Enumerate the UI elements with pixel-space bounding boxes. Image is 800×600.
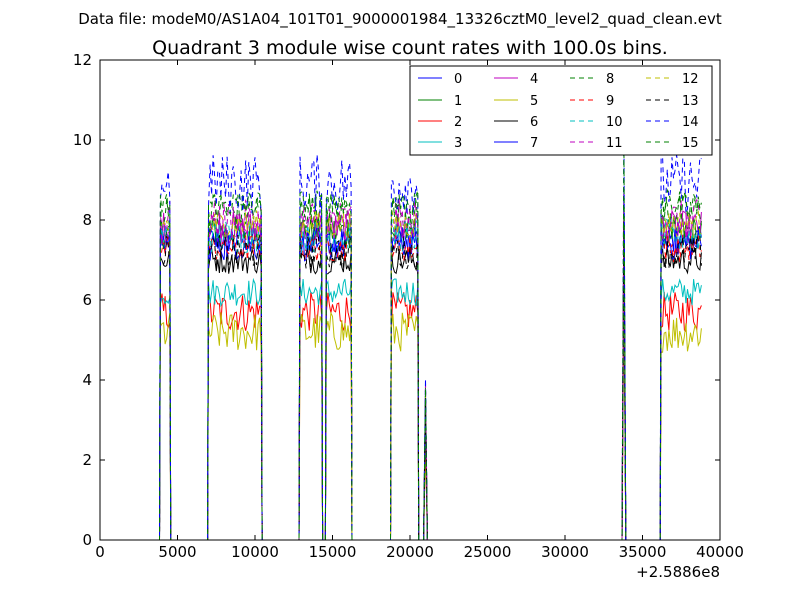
legend-label: 2	[454, 115, 462, 130]
x-tick-label: 35000	[619, 543, 667, 561]
legend-label: 3	[454, 136, 462, 151]
legend-label: 9	[606, 94, 614, 109]
series-line-12	[158, 210, 702, 541]
y-tick-label: 2	[82, 451, 92, 469]
series-line-9	[158, 234, 702, 541]
suptitle: Data file: modeM0/AS1A04_101T01_90000019…	[78, 10, 722, 29]
legend-label: 11	[606, 136, 623, 151]
x-offset-label: +2.5886e8	[636, 563, 720, 581]
y-tick-label: 12	[73, 51, 92, 69]
legend-label: 6	[530, 115, 538, 130]
x-tick-label: 25000	[464, 543, 512, 561]
series-layer	[158, 130, 702, 541]
series-line-13	[158, 221, 702, 541]
y-tick-label: 4	[82, 371, 92, 389]
legend-label: 4	[530, 72, 538, 87]
y-tick-label: 0	[82, 531, 92, 549]
x-tick-label: 10000	[231, 543, 279, 561]
series-line-5	[158, 296, 702, 541]
x-tick-label: 30000	[541, 543, 589, 561]
x-tick-label: 15000	[309, 543, 357, 561]
legend-label: 10	[606, 115, 623, 130]
legend-label: 1	[454, 94, 462, 109]
series-line-11	[158, 188, 702, 541]
legend-label: 13	[682, 94, 699, 109]
x-axis: 0 5000 10000 15000 20000 25000 30000 35000 40000	[95, 60, 744, 561]
series-line-3	[158, 249, 702, 541]
y-tick-label: 8	[82, 211, 92, 229]
y-tick-label: 10	[73, 131, 92, 149]
legend-label: 5	[530, 94, 538, 109]
x-tick-label: 40000	[696, 543, 744, 561]
series-line-15	[158, 141, 702, 541]
legend-label: 14	[682, 115, 699, 130]
legend-label: 12	[682, 72, 699, 87]
legend-frame	[409, 65, 713, 156]
chart-title: Quadrant 3 module wise count rates with …	[152, 37, 668, 59]
series-line-14	[158, 130, 702, 541]
y-tick-label: 6	[82, 291, 92, 309]
legend-label: 7	[530, 136, 538, 151]
legend-label: 8	[606, 72, 614, 87]
legend-label: 15	[682, 136, 699, 151]
x-tick-label: 5000	[158, 543, 196, 561]
x-tick-label: 0	[95, 543, 105, 561]
x-tick-label: 20000	[386, 543, 434, 561]
legend-label: 0	[454, 72, 462, 87]
